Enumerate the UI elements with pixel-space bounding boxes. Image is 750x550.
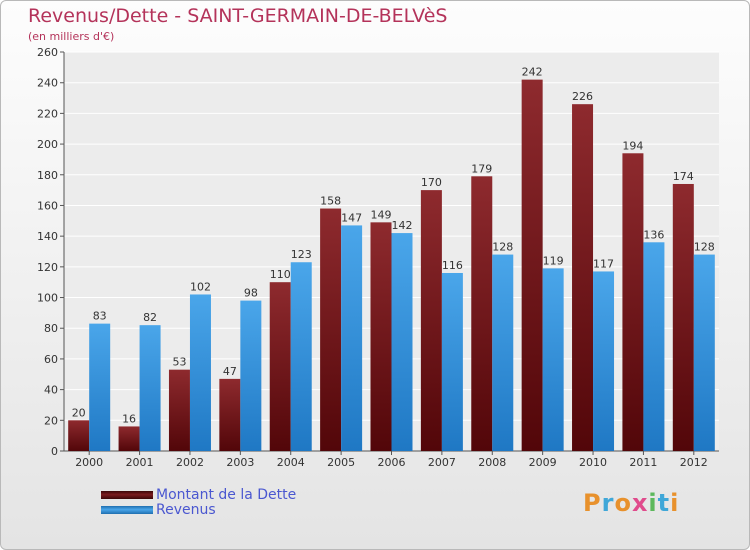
- data-label-revenus: 142: [392, 219, 413, 232]
- y-tick-label: 0: [51, 445, 58, 458]
- bar-dette: [672, 183, 694, 451]
- y-tick-label: 180: [37, 169, 58, 182]
- x-tick-label: 2005: [327, 456, 355, 469]
- bar-dette: [420, 190, 442, 451]
- data-label-dette: 47: [223, 365, 237, 378]
- data-label-revenus: 116: [442, 259, 463, 272]
- data-label-dette: 53: [172, 356, 186, 369]
- bar-dette: [68, 420, 90, 451]
- data-label-revenus: 82: [143, 311, 157, 324]
- data-label-dette: 149: [371, 208, 392, 221]
- data-label-revenus: 123: [291, 248, 312, 261]
- data-label-revenus: 102: [190, 280, 211, 293]
- logo-letter: r: [601, 489, 615, 517]
- chart-title: Revenus/Dette - SAINT-GERMAIN-DE-BELVèS: [28, 5, 448, 27]
- legend-swatch-dette: [101, 491, 153, 499]
- data-label-revenus: 98: [244, 287, 258, 300]
- x-tick-label: 2010: [579, 456, 607, 469]
- data-label-revenus: 117: [593, 257, 614, 270]
- data-label-revenus: 128: [492, 241, 513, 254]
- bar-revenus: [593, 271, 615, 451]
- y-tick-label: 60: [44, 353, 58, 366]
- bar-revenus: [341, 225, 363, 451]
- y-tick-label: 40: [44, 384, 58, 397]
- x-tick-label: 2003: [226, 456, 254, 469]
- y-tick-label: 140: [37, 230, 58, 243]
- x-tick-label: 2002: [176, 456, 204, 469]
- logo-letter: i: [648, 489, 658, 517]
- y-tick-label: 240: [37, 77, 58, 90]
- bar-dette: [622, 153, 644, 452]
- x-tick-label: 2007: [428, 456, 456, 469]
- data-label-dette: 242: [522, 66, 543, 79]
- y-tick-label: 260: [37, 46, 58, 59]
- logo-letter: o: [614, 489, 632, 517]
- x-tick-label: 2008: [478, 456, 506, 469]
- y-tick-label: 80: [44, 322, 58, 335]
- data-label-dette: 194: [622, 139, 643, 152]
- y-tick-label: 200: [37, 138, 58, 151]
- bar-dette: [219, 378, 241, 451]
- legend-label-dette: Montant de la Dette: [156, 487, 297, 503]
- legend-swatch-revenus: [101, 506, 153, 514]
- x-tick-label: 2001: [126, 456, 154, 469]
- y-tick-label: 160: [37, 199, 58, 212]
- data-label-revenus: 128: [694, 241, 715, 254]
- bar-revenus: [492, 254, 514, 451]
- y-tick-label: 100: [37, 292, 58, 305]
- x-tick-label: 2011: [629, 456, 657, 469]
- data-label-revenus: 147: [341, 211, 362, 224]
- bar-dette: [269, 282, 291, 451]
- x-tick-label: 2009: [529, 456, 557, 469]
- x-tick-label: 2012: [680, 456, 708, 469]
- y-tick-label: 120: [37, 261, 58, 274]
- x-tick-label: 2004: [277, 456, 305, 469]
- bar-dette: [320, 208, 342, 451]
- logo-letter: x: [631, 489, 649, 517]
- data-label-dette: 16: [122, 412, 136, 425]
- x-tick-label: 2000: [75, 456, 103, 469]
- bar-revenus: [643, 242, 665, 451]
- bar-revenus: [290, 262, 312, 451]
- bar-revenus: [441, 272, 463, 451]
- data-label-dette: 174: [673, 170, 694, 183]
- bar-revenus: [139, 325, 161, 451]
- bar-revenus: [542, 268, 564, 451]
- bar-dette: [118, 426, 140, 451]
- bar-revenus: [693, 254, 715, 451]
- data-label-revenus: 136: [643, 228, 664, 241]
- bar-revenus: [391, 233, 413, 451]
- bar-revenus: [89, 323, 111, 451]
- logo-letter: i: [670, 489, 680, 517]
- bar-dette: [370, 222, 392, 451]
- data-label-revenus: 119: [543, 254, 564, 267]
- y-tick-label: 220: [37, 107, 58, 120]
- bar-dette: [471, 176, 493, 452]
- bar-dette: [521, 79, 543, 451]
- data-label-dette: 110: [270, 268, 291, 281]
- x-tick-label: 2006: [378, 456, 406, 469]
- data-label-dette: 179: [471, 162, 492, 175]
- chart-subtitle: (en milliers d'€): [28, 30, 115, 43]
- logo-letter: P: [583, 489, 602, 517]
- data-label-dette: 226: [572, 90, 593, 103]
- data-label-dette: 20: [72, 406, 86, 419]
- data-label-dette: 170: [421, 176, 442, 189]
- bar-dette: [572, 104, 594, 451]
- legend-label-revenus: Revenus: [156, 502, 216, 518]
- data-label-dette: 158: [320, 195, 341, 208]
- bar-revenus: [240, 300, 262, 451]
- proxiti-logo: Proxiti: [583, 489, 679, 517]
- y-tick-label: 20: [44, 414, 58, 427]
- data-label-revenus: 83: [93, 310, 107, 323]
- bar-revenus: [189, 294, 211, 451]
- logo-letter: t: [657, 489, 671, 517]
- bar-dette: [168, 369, 190, 451]
